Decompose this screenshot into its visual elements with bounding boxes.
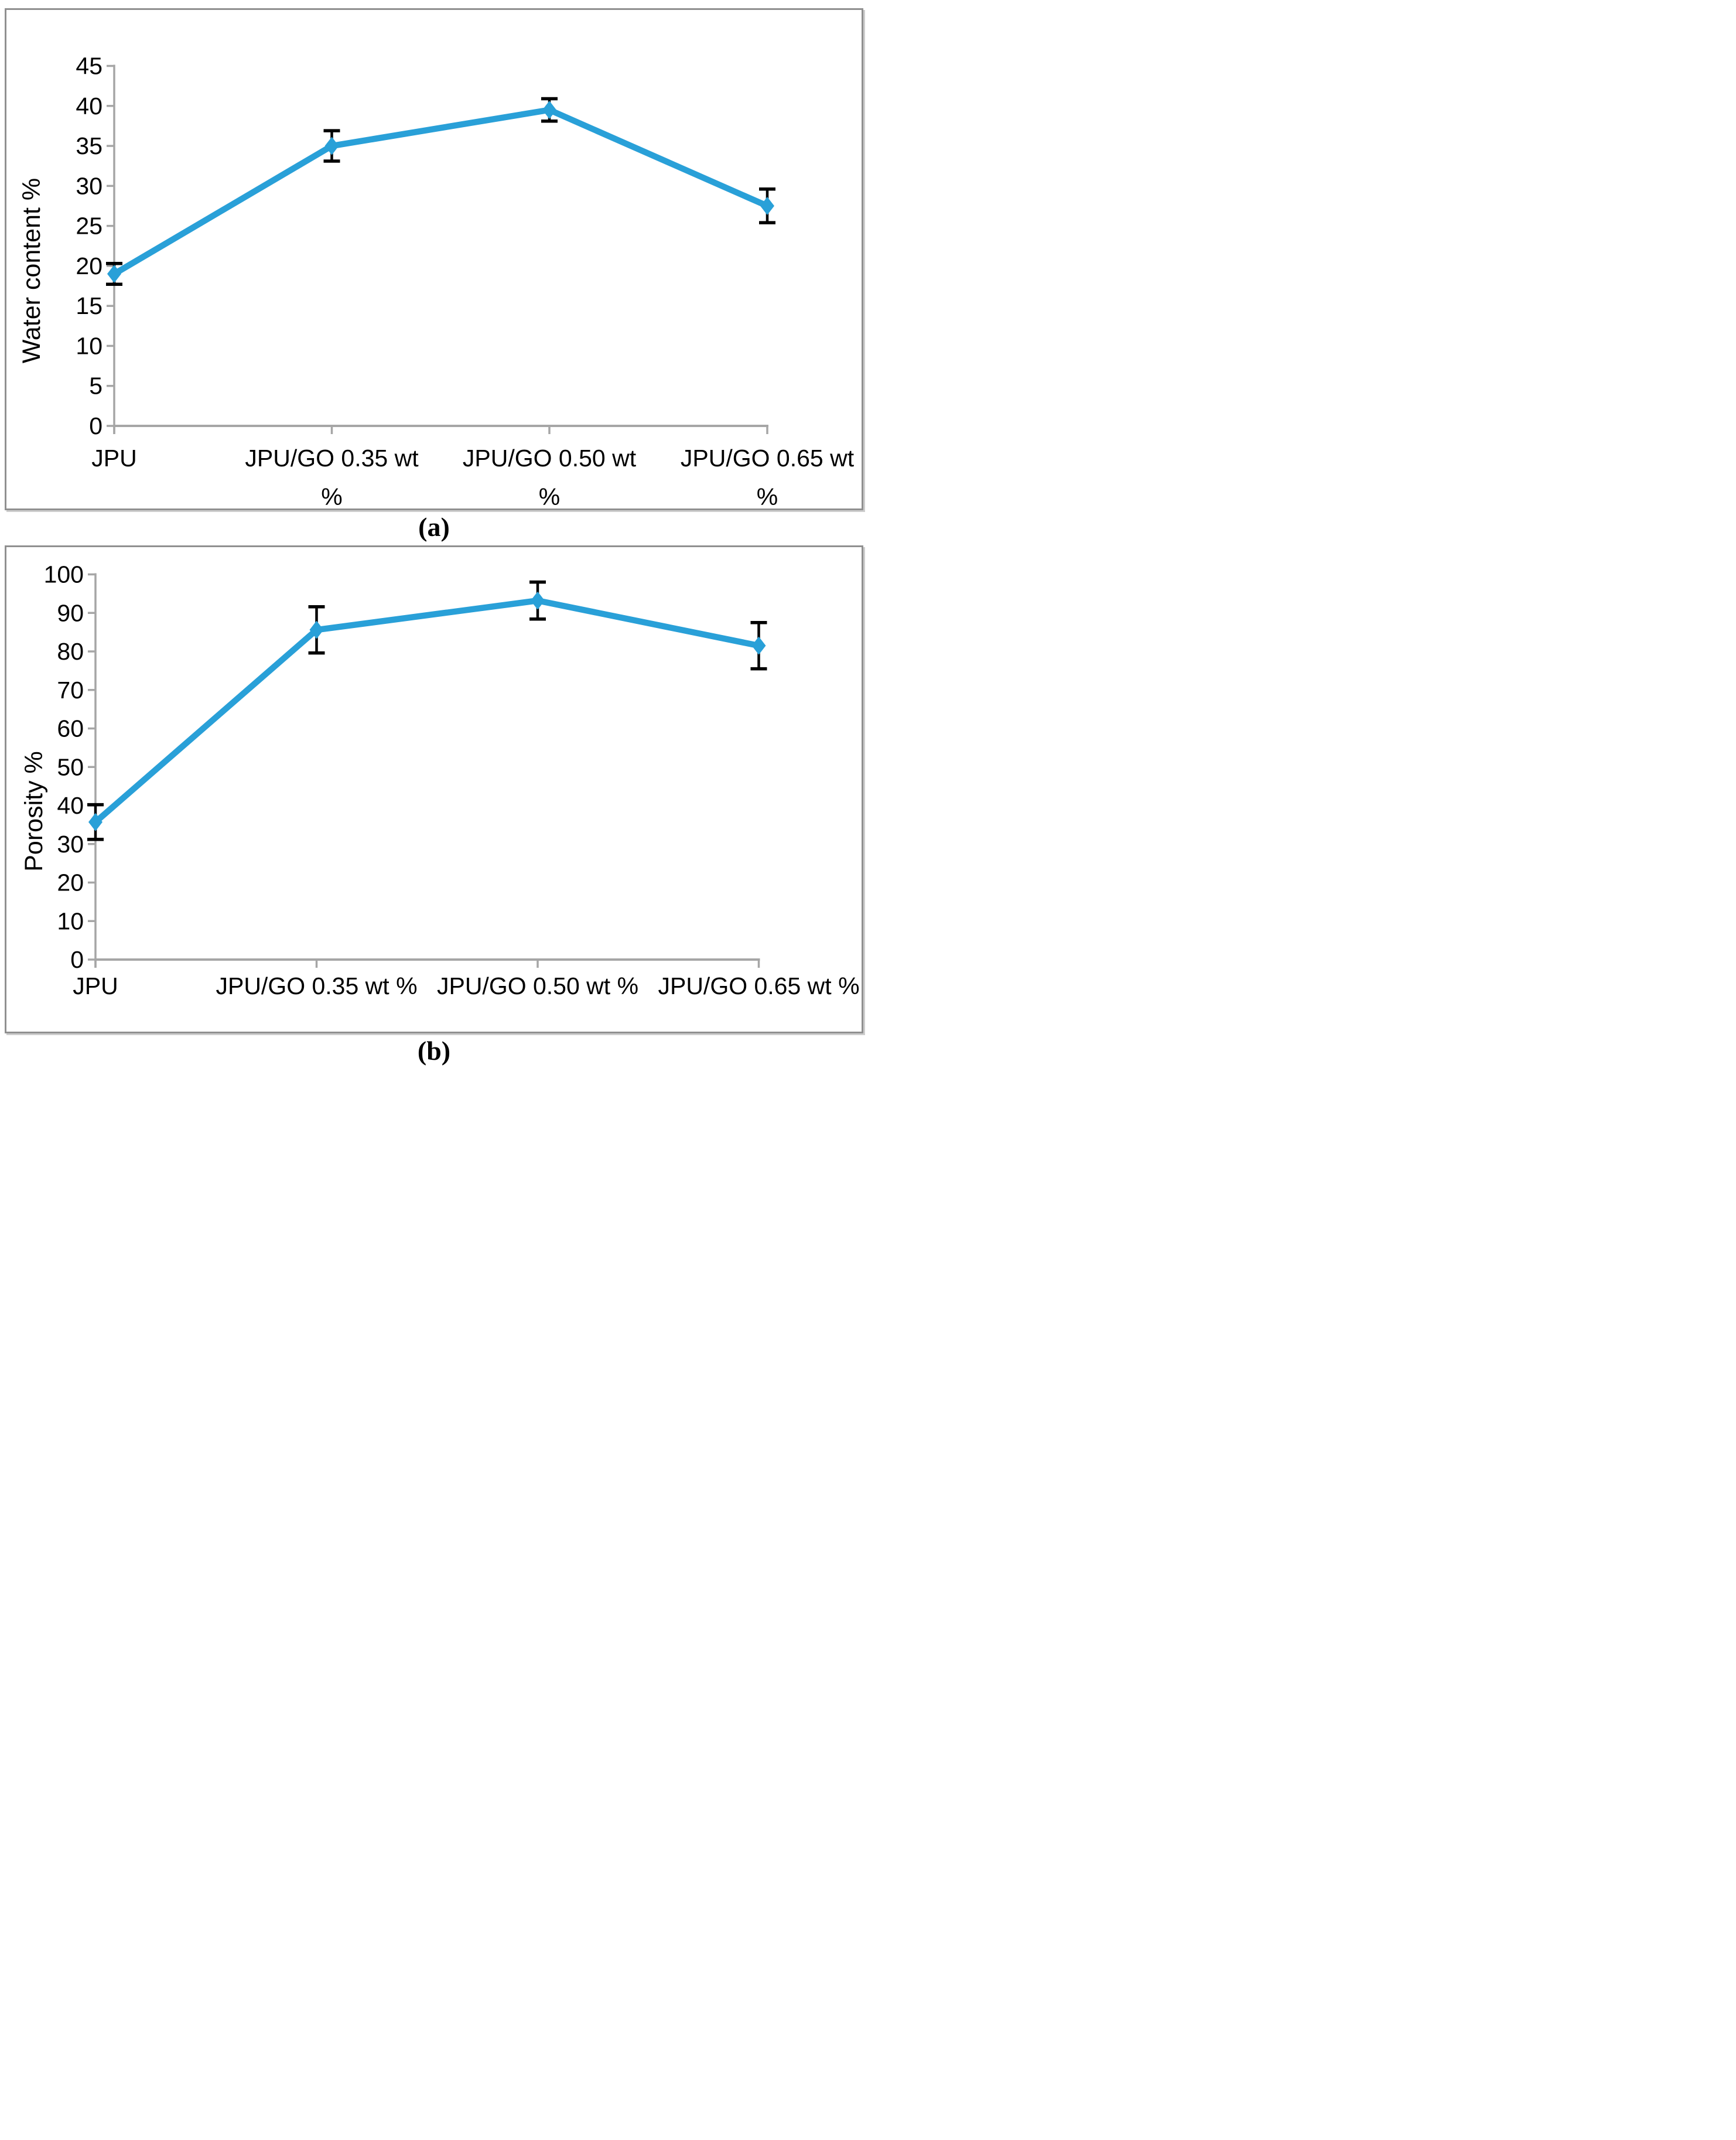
panel-b: 0 10 20 30 40 50 60 70 80 90 100 JPU JPU/GO 0.35 wt …: [5, 545, 863, 1033]
y-tick-label: 15: [76, 292, 102, 319]
data-point-marker: [107, 265, 121, 284]
data-point-marker: [531, 591, 545, 610]
porosity-chart: 0 10 20 30 40 50 60 70 80 90 100 JPU JPU/GO 0.35 wt …: [20, 561, 860, 1000]
y-tick-label: 10: [76, 332, 102, 359]
y-tick-label: 40: [76, 93, 102, 120]
x-category-label: JPU/GO 0.65 wt %: [658, 972, 859, 999]
x-category-label: JPU/GO 0.35 wt %: [216, 972, 417, 999]
y-axis-title: Porosity %: [20, 751, 48, 872]
x-category-label: JPU: [91, 445, 136, 472]
panel-b-caption: (b): [417, 1036, 451, 1066]
y-tick-label: 10: [57, 907, 84, 934]
series-line: [111, 107, 771, 277]
data-point-marker: [88, 813, 102, 831]
data-point-marker: [324, 136, 339, 155]
water-content-chart: 0 5 10 15 20 25 30 35 40 45 JPU JPU/GO 0.35 wt% JPU/…: [18, 53, 855, 508]
x-category-label: %: [539, 483, 560, 508]
y-tick-label: 90: [57, 599, 84, 626]
panel-a: 0 5 10 15 20 25 30 35 40 45 JPU JPU/GO 0.35 wt% JPU/…: [5, 8, 863, 510]
series-line: [92, 597, 762, 825]
x-category-label: JPU: [73, 972, 118, 999]
x-category-label: JPU/GO 0.50 wt: [463, 445, 637, 472]
y-tick-label: 25: [76, 213, 102, 240]
y-tick-label: 70: [57, 677, 84, 704]
x-category-label: %: [757, 483, 778, 508]
y-axis-title: Water content %: [18, 178, 46, 363]
y-tick-label: 50: [57, 753, 84, 780]
y-tick-label: 100: [44, 561, 84, 588]
figure: 0 5 10 15 20 25 30 35 40 45 JPU JPU/GO 0.35 wt% JPU/…: [0, 8, 868, 1070]
y-tick-label: 20: [76, 252, 102, 279]
y-tick-label: 0: [70, 946, 84, 973]
y-tick-label: 45: [76, 53, 102, 80]
y-tick-label: 35: [76, 132, 102, 159]
x-category-label: JPU/GO 0.50 wt %: [437, 972, 638, 999]
y-tick-label: 40: [57, 792, 84, 819]
y-tick-label: 80: [57, 638, 84, 665]
y-tick-label: 0: [89, 412, 102, 439]
x-category-label: JPU/GO 0.65 wt: [681, 445, 855, 472]
panel-a-caption: (a): [418, 512, 450, 542]
y-tick-label: 20: [57, 869, 84, 896]
y-tick-label: 60: [57, 715, 84, 742]
data-point-marker: [751, 636, 766, 655]
data-point-marker: [309, 620, 324, 639]
x-category-label: JPU/GO 0.35 wt: [245, 445, 419, 472]
x-category-label: %: [321, 483, 342, 508]
y-tick-label: 5: [89, 373, 102, 400]
y-tick-label: 30: [76, 172, 102, 199]
data-point-marker: [542, 101, 556, 120]
data-point-marker: [760, 196, 774, 215]
y-tick-label: 30: [57, 831, 84, 858]
